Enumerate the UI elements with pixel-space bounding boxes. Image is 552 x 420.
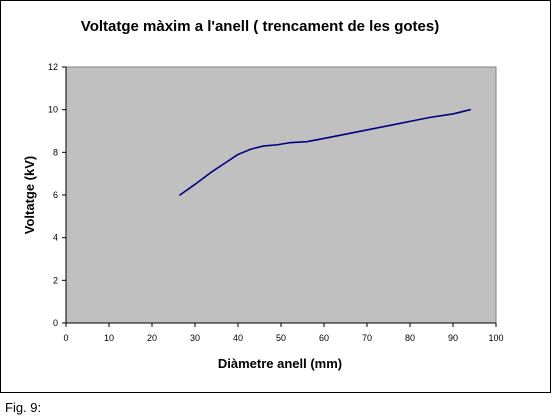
x-tick-label: 20 [147,333,157,343]
figure-caption: Fig. 9: [5,400,42,415]
series-layer [179,108,472,196]
x-tick-label: 10 [104,333,114,343]
x-tick-label: 100 [488,333,503,343]
series-line [179,108,472,196]
y-tick-label: 2 [53,275,58,285]
x-axis-title: Diàmetre anell (mm) [218,356,342,371]
tick-marks [62,66,497,327]
y-tick-label: 8 [53,147,58,157]
x-tick-label: 70 [362,333,372,343]
x-tick-label: 30 [190,333,200,343]
x-tick-label: 0 [63,333,68,343]
y-tick-label: 10 [48,105,58,115]
x-tick-label: 60 [319,333,329,343]
x-tick-label: 90 [448,333,458,343]
y-tick-label: 6 [53,190,58,200]
tick-labels: 0 10 20 30 40 50 60 70 80 90 100 0 2 4 6 8 10 12 [48,62,504,343]
plot-area [65,66,497,324]
y-axis-title: Voltatge (kV) [22,156,37,235]
y-tick-label: 4 [53,233,58,243]
y-tick-label: 12 [48,62,58,72]
chart-title: Voltatge màxim a l'anell ( trencament de… [81,18,439,35]
x-tick-label: 40 [233,333,243,343]
x-tick-label: 50 [276,333,286,343]
y-tick-label: 0 [53,318,58,328]
x-tick-label: 80 [405,333,415,343]
